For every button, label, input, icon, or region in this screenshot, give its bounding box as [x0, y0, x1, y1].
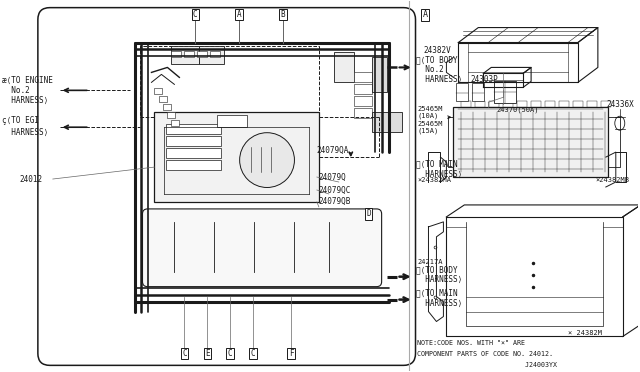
- Text: ×24382MB: ×24382MB: [596, 177, 630, 183]
- Text: HARNESS⟩: HARNESS⟩: [415, 275, 462, 284]
- Text: No.2: No.2: [415, 65, 444, 74]
- Bar: [172, 120, 179, 126]
- Bar: [503, 101, 513, 107]
- Bar: [461, 101, 471, 107]
- Bar: [573, 101, 583, 107]
- Text: 24079QC: 24079QC: [319, 186, 351, 195]
- Bar: [184, 51, 195, 57]
- Bar: [476, 101, 485, 107]
- Bar: [517, 101, 527, 107]
- Text: ⓔ⟨TO MAIN: ⓔ⟨TO MAIN: [415, 160, 457, 169]
- Text: ç⟨TO EGI: ç⟨TO EGI: [2, 116, 39, 125]
- Text: HARNESS⟩: HARNESS⟩: [415, 170, 462, 179]
- Bar: [163, 104, 172, 110]
- Bar: [587, 101, 597, 107]
- Text: No.2: No.2: [2, 86, 29, 95]
- Text: ⓒ⟨TO MAIN: ⓒ⟨TO MAIN: [415, 288, 457, 297]
- Bar: [531, 101, 541, 107]
- Text: 24336X: 24336X: [607, 100, 635, 109]
- Bar: [489, 101, 499, 107]
- Text: ⓓ⟨TO BODY: ⓓ⟨TO BODY: [415, 265, 457, 274]
- Bar: [172, 51, 181, 57]
- Text: 24079QB: 24079QB: [319, 198, 351, 206]
- Text: HARNESS⟩: HARNESS⟩: [415, 299, 462, 308]
- Text: ×24382MA: ×24382MA: [417, 177, 451, 183]
- Text: 24079QA: 24079QA: [317, 145, 349, 155]
- Bar: [197, 51, 207, 57]
- Text: æ⟨TO ENGINE: æ⟨TO ENGINE: [2, 76, 53, 85]
- Bar: [154, 112, 319, 202]
- Bar: [559, 101, 569, 107]
- Text: HARNESS⟩: HARNESS⟩: [2, 96, 48, 105]
- Text: 24382V: 24382V: [424, 46, 451, 55]
- Text: C: C: [251, 349, 255, 358]
- Bar: [372, 112, 401, 132]
- Bar: [545, 101, 555, 107]
- Bar: [199, 46, 224, 64]
- Bar: [166, 148, 221, 158]
- Bar: [472, 83, 484, 101]
- Text: B: B: [281, 10, 285, 19]
- Text: A: A: [423, 10, 428, 19]
- Text: HARNESS⟩: HARNESS⟩: [2, 128, 48, 137]
- Text: J24003YX: J24003YX: [417, 362, 557, 368]
- Bar: [211, 51, 220, 57]
- Bar: [354, 73, 372, 82]
- Bar: [140, 45, 319, 117]
- Bar: [453, 107, 608, 177]
- Text: C: C: [228, 349, 232, 358]
- Text: F: F: [289, 349, 293, 358]
- Text: (15A): (15A): [417, 128, 439, 134]
- Bar: [168, 112, 175, 118]
- Text: 24012: 24012: [20, 174, 43, 183]
- Bar: [601, 101, 611, 107]
- Text: 25465M: 25465M: [417, 121, 443, 127]
- Text: 24079Q: 24079Q: [319, 173, 347, 182]
- Text: COMPONENT PARTS OF CODE NO. 24012.: COMPONENT PARTS OF CODE NO. 24012.: [417, 352, 552, 357]
- Text: A: A: [237, 10, 241, 19]
- Text: 24303P: 24303P: [470, 75, 498, 84]
- Text: 24217A: 24217A: [417, 259, 443, 265]
- Bar: [217, 115, 247, 127]
- Text: ⓕ⟨TO BODY: ⓕ⟨TO BODY: [415, 55, 457, 64]
- Bar: [154, 88, 163, 94]
- Text: C: C: [193, 10, 198, 19]
- Bar: [334, 52, 354, 82]
- Ellipse shape: [615, 116, 625, 130]
- FancyBboxPatch shape: [143, 209, 381, 287]
- Bar: [159, 96, 168, 102]
- Text: D: D: [366, 209, 371, 218]
- Bar: [456, 83, 468, 101]
- Bar: [372, 57, 387, 92]
- Bar: [172, 46, 199, 64]
- Bar: [494, 81, 516, 103]
- Bar: [166, 160, 221, 170]
- Bar: [354, 96, 372, 106]
- Text: HARNESS⟩: HARNESS⟩: [415, 75, 462, 84]
- Ellipse shape: [239, 133, 294, 187]
- Bar: [166, 124, 221, 134]
- Text: × 24382M: × 24382M: [568, 330, 602, 336]
- Bar: [354, 108, 372, 118]
- Text: C: C: [182, 349, 187, 358]
- Text: 25465M: 25465M: [417, 106, 443, 112]
- Bar: [166, 136, 221, 146]
- Text: NOTE:CODE NOS. WITH "×" ARE: NOTE:CODE NOS. WITH "×" ARE: [417, 340, 525, 346]
- Bar: [354, 84, 372, 94]
- Text: 24370(50A): 24370(50A): [496, 106, 539, 112]
- Text: E: E: [205, 349, 209, 358]
- Text: (10A): (10A): [417, 113, 439, 119]
